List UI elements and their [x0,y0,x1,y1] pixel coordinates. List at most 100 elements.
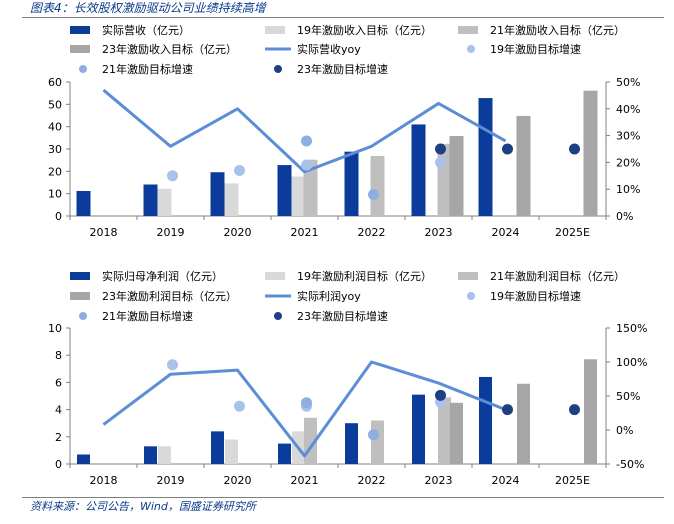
y2-tick-label: 0% [616,210,633,223]
legend-label: 实际营收yoy [297,42,361,56]
x-tick-label: 2020 [224,226,252,239]
target-growth-dot [301,135,312,147]
y2-tick-label: 50% [616,76,640,89]
x-tick-label: 2021 [291,474,319,487]
y2-tick-label: 40% [616,103,640,116]
bar [370,155,385,216]
y2-tick-label: 30% [616,130,640,143]
bar [479,376,492,464]
target-growth-dot [502,143,513,155]
target-growth-dot [368,429,379,441]
y-tick-label: 0 [55,458,62,471]
bar [158,446,171,464]
y2-tick-label: -50% [616,458,644,471]
x-tick-label: 2023 [425,226,453,239]
y-tick-label: 4 [55,404,62,417]
y-tick-label: 30 [48,143,62,156]
y2-tick-label: 10% [616,183,640,196]
y-tick-label: 0 [55,210,62,223]
title-divider [22,17,664,18]
yoy-line [102,88,507,174]
target-growth-dot [569,404,580,416]
bar [411,124,426,216]
legend-label: 19年激励收入目标（亿元） [297,23,432,37]
x-tick-label: 2022 [358,226,386,239]
x-tick-label: 2023 [425,474,453,487]
source-divider [22,497,664,498]
y2-tick-label: 50% [616,390,640,403]
legend-label: 21年激励利润目标（亿元） [490,269,625,283]
legend-dot [274,312,282,320]
y2-tick-label: 150% [616,322,647,335]
legend-swatch [265,272,285,280]
legend-label: 19年激励目标增速 [490,42,581,56]
bar [225,439,238,464]
chart-2: 实际归母净利润（亿元） 19年激励利润目标（亿元） 21年激励利润目标（亿元） 23年… [48,269,647,487]
bar [278,443,291,464]
x-tick-label: 2025E [555,474,590,487]
target-growth-dot [301,397,312,409]
y-tick-label: 10 [48,188,62,201]
bar [438,397,451,464]
x-tick-label: 2022 [358,474,386,487]
figure-title: 图表4：长效股权激励驱动公司业绩持续高增 [30,1,266,15]
legend-dot [79,65,87,73]
legend-label: 实际营收（亿元） [102,23,190,37]
target-growth-dot [368,189,379,201]
bar [303,159,318,216]
legend-label: 23年激励利润目标（亿元） [102,289,237,303]
bar [583,90,598,216]
bar [584,359,597,464]
legend-swatch [265,26,285,34]
legend-label: 23年激励目标增速 [297,309,388,323]
bar [437,143,452,216]
target-growth-dot [234,400,245,412]
bar [450,402,463,464]
legend: 实际归母净利润（亿元） 19年激励利润目标（亿元） 21年激励利润目标（亿元） 23年… [70,269,625,323]
y-tick-label: 2 [55,431,62,444]
legend-dot [274,65,282,73]
source-note: 资料来源：公司公告，Wind，国盛证券研究所 [30,500,256,513]
legend-swatch [70,292,90,300]
target-growth-dot [502,404,513,416]
target-growth-dot [167,359,178,371]
x-tick-label: 2021 [291,226,319,239]
x-tick-label: 2019 [157,474,185,487]
legend-swatch [70,26,90,34]
bar [143,184,158,216]
target-growth-dot [234,164,245,176]
legend: 实际营收（亿元） 19年激励收入目标（亿元） 21年激励收入目标（亿元） 23年激励收… [70,23,625,76]
y-tick-label: 60 [48,76,62,89]
bar [517,383,530,464]
y-tick-label: 8 [55,349,62,362]
bar [291,176,306,216]
target-growth-dot [167,170,178,182]
y-tick-label: 50 [48,98,62,111]
target-growth-dot [435,156,446,168]
legend-label: 23年激励收入目标（亿元） [102,42,237,56]
legend-swatch [70,272,90,280]
bar [345,423,358,464]
target-growth-dot [569,143,580,155]
y2-tick-label: 0% [616,424,633,437]
legend-label: 21年激励目标增速 [102,62,193,76]
legend-swatch [458,272,478,280]
bar [210,172,225,216]
bar [371,420,384,464]
bar [157,188,172,216]
bar [144,446,157,464]
y2-tick-label: 20% [616,156,640,169]
bar [224,183,239,216]
target-growth-dot [435,143,446,155]
y-tick-label: 10 [48,322,62,335]
y2-tick-label: 100% [616,356,647,369]
bar [449,136,464,216]
x-tick-label: 2018 [90,226,118,239]
legend-label: 19年激励目标增速 [490,289,581,303]
chart-1: 实际营收（亿元） 19年激励收入目标（亿元） 21年激励收入目标（亿元） 23年激励收… [48,23,640,239]
target-growth-dot [301,159,312,171]
y-tick-label: 40 [48,121,62,134]
bar [77,454,90,464]
legend-label: 21年激励收入目标（亿元） [490,23,625,37]
legend-label: 21年激励目标增速 [102,309,193,323]
